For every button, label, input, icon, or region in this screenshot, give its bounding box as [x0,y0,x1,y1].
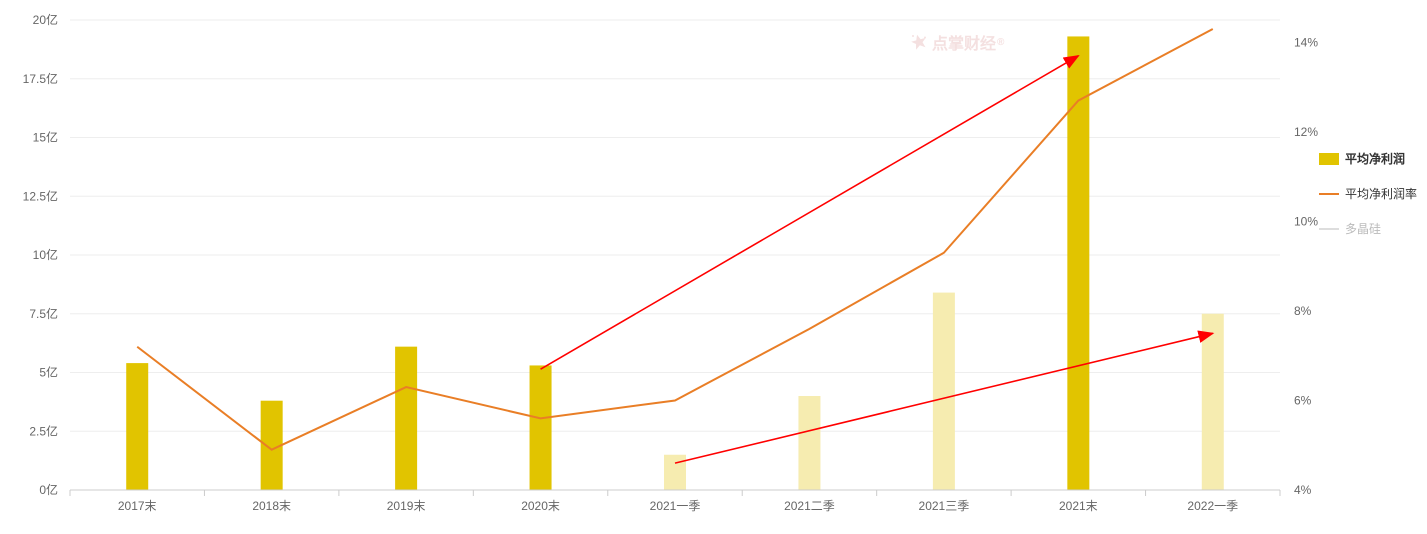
legend-item: 多晶硅 [1319,220,1417,237]
legend-label: 平均净利润率 [1345,185,1417,202]
bar-series [126,36,1224,490]
y-left-tick-label: 0亿 [39,482,58,497]
legend-item: 平均净利润率 [1319,185,1417,202]
x-category-label: 2019末 [387,499,426,513]
bar [664,455,686,490]
legend-item: 平均净利润 [1319,150,1417,167]
y-left-tick-label: 12.5亿 [23,188,58,203]
legend-label: 多晶硅 [1345,220,1381,237]
legend-label: 平均净利润 [1345,150,1405,167]
x-category-label: 2021末 [1059,499,1098,513]
y-left-tick-label: 2.5亿 [29,423,58,438]
y-left-tick-label: 10亿 [33,247,58,262]
y-left-tick-label: 5亿 [39,365,58,380]
y-right-tick-label: 12% [1294,125,1318,139]
annotation-arrow [541,56,1079,369]
x-category-label: 2020末 [521,499,560,513]
bar [126,363,148,490]
y-left-tick-label: 7.5亿 [29,306,58,321]
bar [798,396,820,490]
y-right-tick-label: 10% [1294,214,1318,228]
x-category-label: 2021三季 [919,499,970,513]
bar [933,293,955,490]
y-axis-left: 0亿 2.5亿 5亿 7.5亿 10亿 12.5亿 15亿 17.5亿 20亿 [23,12,58,497]
x-category-label: 2017末 [118,499,157,513]
y-left-tick-label: 20亿 [33,12,58,27]
bar [1067,36,1089,490]
legend-swatch-line [1319,193,1339,195]
y-right-tick-label: 6% [1294,393,1312,407]
x-axis: 2017末 2018末 2019末 2020末 2021一季 2021二季 2021三季 20… [70,490,1280,513]
bar [395,347,417,490]
chart-svg: 0亿 2.5亿 5亿 7.5亿 10亿 12.5亿 15亿 17.5亿 20亿 4% 6% 8% 10… [0,0,1427,534]
line-series [137,29,1213,450]
x-category-label: 2022一季 [1187,499,1238,513]
x-category-label: 2021二季 [784,499,835,513]
y-left-tick-label: 15亿 [33,130,58,145]
x-category-label: 2021一季 [650,499,701,513]
bar [1202,314,1224,490]
legend-swatch-line [1319,228,1339,230]
profit-rate-line [137,29,1213,450]
legend: 平均净利润平均净利润率多晶硅 [1319,150,1417,255]
y-right-tick-label: 8% [1294,304,1312,318]
y-axis-right: 4% 6% 8% 10% 12% 14% [1294,35,1318,497]
bar [530,365,552,490]
y-right-tick-label: 14% [1294,35,1318,49]
y-right-tick-label: 4% [1294,483,1312,497]
legend-swatch-box [1319,153,1339,165]
annotation-arrows [541,56,1213,463]
x-category-label: 2018末 [252,499,291,513]
chart-container: 0亿 2.5亿 5亿 7.5亿 10亿 12.5亿 15亿 17.5亿 20亿 4% 6% 8% 10… [0,0,1427,534]
y-left-tick-label: 17.5亿 [23,71,58,86]
